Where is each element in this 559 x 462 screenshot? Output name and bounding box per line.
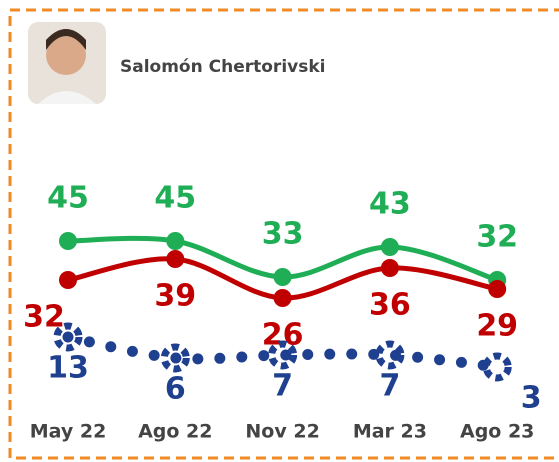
data-label: 36 [369, 288, 411, 323]
marker [59, 232, 77, 250]
frame [8, 8, 559, 460]
marker [482, 352, 512, 382]
data-label: 33 [262, 217, 304, 252]
data-label: 43 [369, 187, 411, 222]
data-label: 45 [47, 181, 89, 216]
marker [166, 232, 185, 250]
x-tick-label: May 22 [30, 421, 107, 443]
x-tick-label: Nov 22 [245, 421, 319, 443]
marker [380, 238, 399, 256]
marker [273, 268, 292, 286]
x-tick-label: Ago 22 [138, 421, 212, 443]
x-tick-label: Mar 23 [353, 421, 427, 443]
data-label: 45 [154, 181, 196, 216]
chart-title: Salomón Chertorivski [120, 57, 325, 77]
marker [268, 340, 298, 370]
data-label: 6 [165, 372, 186, 407]
marker [53, 322, 83, 352]
data-label: 7 [272, 369, 293, 404]
marker [273, 289, 292, 307]
x-tick-label: Ago 23 [460, 421, 534, 443]
data-label: 7 [379, 369, 400, 404]
marker [488, 280, 507, 298]
marker [166, 250, 185, 268]
data-label: 13 [47, 351, 89, 386]
marker [380, 259, 399, 277]
data-label: 29 [476, 309, 518, 344]
marker [375, 340, 405, 370]
data-label: 32 [476, 220, 518, 255]
portrait [28, 22, 106, 104]
data-label: 3 [521, 381, 542, 416]
data-label: 39 [154, 279, 196, 314]
marker [160, 343, 190, 373]
marker [59, 271, 77, 289]
series-line [62, 331, 503, 373]
